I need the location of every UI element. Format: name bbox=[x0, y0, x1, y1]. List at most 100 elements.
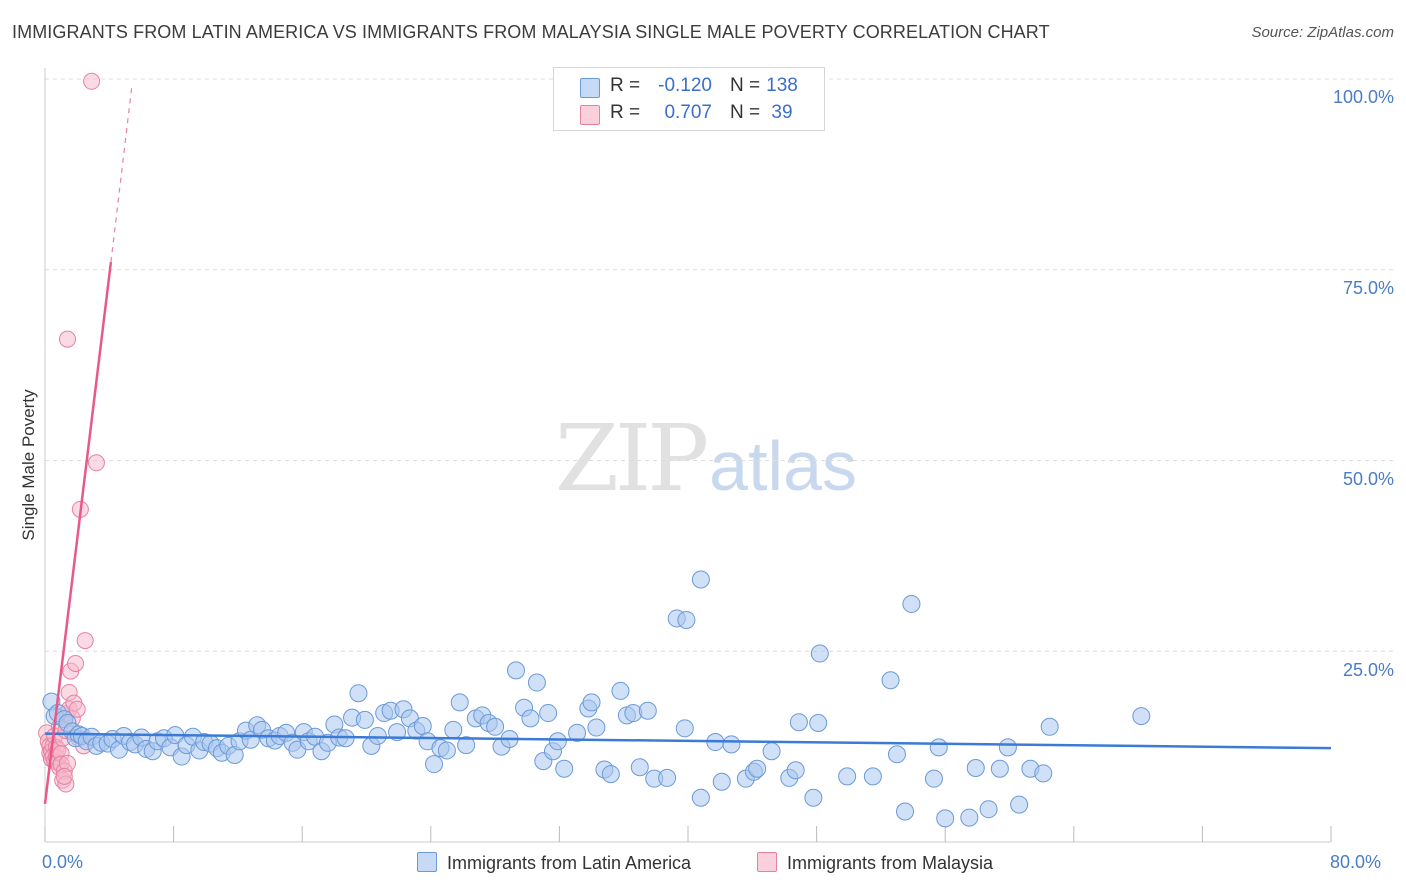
gridlines bbox=[45, 78, 1393, 652]
latin-america-point bbox=[990, 759, 1009, 778]
trend-lines bbox=[43, 86, 1332, 805]
latin-america-point bbox=[677, 610, 696, 629]
watermark: ZIPatlas bbox=[555, 405, 857, 512]
latin-america-point bbox=[539, 704, 558, 723]
watermark-atlas: atlas bbox=[709, 427, 858, 505]
bottom-legend-malaysia: Immigrants from Malaysia bbox=[757, 852, 993, 874]
x-tick-label-max: 80.0% bbox=[1330, 852, 1382, 872]
legend-n-label: N = bbox=[730, 75, 761, 96]
latin-america-point bbox=[712, 772, 731, 791]
legend-n-value: 39 bbox=[771, 102, 793, 123]
latin-america-point bbox=[368, 726, 387, 745]
latin-america-point bbox=[437, 741, 456, 760]
bottom-legend-latin-america: Immigrants from Latin America bbox=[417, 852, 691, 874]
latin-america-point bbox=[809, 713, 828, 732]
latin-america-point bbox=[966, 758, 985, 777]
latin-america-point bbox=[658, 768, 677, 787]
latin-america-point bbox=[548, 732, 567, 751]
legend-swatch-pink bbox=[580, 105, 600, 125]
latin-america-point bbox=[675, 719, 694, 738]
latin-america-point bbox=[611, 681, 630, 700]
latin-america-point bbox=[762, 742, 781, 761]
latin-america-point bbox=[521, 709, 540, 728]
latin-america-trend-line bbox=[44, 732, 1332, 750]
latin-america-point bbox=[863, 767, 882, 786]
watermark-zip: ZIP bbox=[555, 405, 709, 512]
legend-r-value: 0.707 bbox=[664, 102, 712, 123]
latin-america-point bbox=[896, 802, 915, 821]
malaysia-point bbox=[59, 330, 77, 348]
y-axis-title: Single Male Poverty bbox=[19, 389, 38, 541]
chart-title: IMMIGRANTS FROM LATIN AMERICA VS IMMIGRA… bbox=[12, 22, 1050, 42]
legend-row-latin-america: R = -0.120 N = 138 bbox=[554, 73, 824, 101]
latin-america-point bbox=[1132, 707, 1151, 726]
y-tick-label-50: 50.0% bbox=[1342, 469, 1394, 489]
latin-america-point bbox=[748, 759, 767, 778]
latin-america-point bbox=[691, 570, 710, 589]
latin-america-point bbox=[413, 717, 432, 736]
latin-america-point bbox=[486, 717, 505, 736]
malaysia-point bbox=[67, 654, 85, 672]
latin-america-point bbox=[810, 644, 829, 663]
source-label: Source: ZipAtlas.com bbox=[1251, 24, 1394, 41]
correlation-legend: R = -0.120 N = 138 R = 0.707 N = 39 bbox=[553, 67, 825, 131]
malaysia-trend-extension bbox=[110, 86, 133, 263]
latin-america-point bbox=[789, 713, 808, 732]
malaysia-point bbox=[76, 632, 94, 650]
latin-america-point bbox=[1040, 717, 1059, 736]
y-tick-label-100: 100.0% bbox=[1332, 87, 1394, 107]
latin-america-point bbox=[881, 671, 900, 690]
latin-america-point bbox=[555, 759, 574, 778]
legend-r-value: -0.120 bbox=[658, 75, 712, 96]
latin-america-point bbox=[902, 594, 921, 613]
legend-n-value: 138 bbox=[766, 75, 798, 96]
latin-america-point bbox=[444, 720, 463, 739]
legend-r-label: R = bbox=[610, 102, 641, 123]
malaysia-trend-line bbox=[43, 261, 113, 805]
latin-america-point bbox=[786, 761, 805, 780]
malaysia-points bbox=[38, 72, 105, 793]
latin-america-point bbox=[630, 758, 649, 777]
malaysia-point bbox=[55, 767, 73, 785]
latin-america-point bbox=[936, 809, 955, 828]
latin-america-point bbox=[1034, 764, 1053, 783]
x-tick-label-min: 0.0% bbox=[42, 852, 84, 872]
y-tick-label-25: 25.0% bbox=[1342, 660, 1394, 680]
latin-america-point bbox=[457, 736, 476, 755]
latin-america-point bbox=[587, 718, 606, 737]
latin-america-point bbox=[838, 767, 857, 786]
bottom-legend-swatch-blue bbox=[417, 852, 437, 872]
latin-america-point bbox=[506, 661, 525, 680]
latin-america-point bbox=[425, 755, 444, 774]
bottom-legend-label-malaysia: Immigrants from Malaysia bbox=[787, 853, 994, 873]
latin-america-point bbox=[960, 808, 979, 827]
latin-america-point bbox=[924, 769, 943, 788]
latin-america-point bbox=[582, 693, 601, 712]
latin-america-point bbox=[601, 765, 620, 784]
latin-america-point bbox=[804, 788, 823, 807]
latin-america-point bbox=[722, 735, 741, 754]
legend-r-label: R = bbox=[610, 75, 641, 96]
latin-america-point bbox=[887, 745, 906, 764]
bottom-legend-label-latin-america: Immigrants from Latin America bbox=[447, 853, 692, 873]
latin-america-point bbox=[979, 800, 998, 819]
axes bbox=[44, 68, 1332, 843]
latin-america-point bbox=[691, 788, 710, 807]
malaysia-point bbox=[68, 700, 86, 718]
latin-america-point bbox=[349, 684, 368, 703]
latin-america-point bbox=[568, 723, 587, 742]
latin-america-point bbox=[1010, 795, 1029, 814]
bottom-legend-swatch-pink bbox=[757, 852, 777, 872]
malaysia-point bbox=[83, 72, 101, 90]
legend-swatch-blue bbox=[580, 78, 600, 98]
latin-america-point bbox=[450, 693, 469, 712]
latin-america-point bbox=[355, 710, 374, 729]
y-tick-label-75: 75.0% bbox=[1342, 278, 1394, 298]
latin-america-point bbox=[929, 738, 948, 757]
latin-america-point bbox=[998, 738, 1017, 757]
latin-america-point bbox=[638, 701, 657, 720]
latin-america-point bbox=[527, 673, 546, 692]
latin-america-points bbox=[42, 570, 1151, 828]
malaysia-point bbox=[87, 454, 105, 472]
